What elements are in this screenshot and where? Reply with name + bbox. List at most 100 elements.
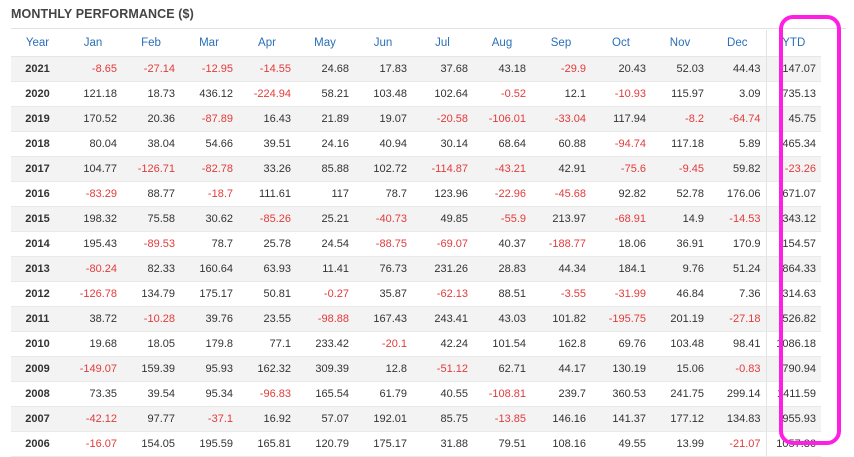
month-value-cell: -45.68 [531,181,591,207]
month-value-cell: 25.78 [238,231,296,257]
month-value-cell: 42.24 [412,331,473,357]
year-cell: 2012 [11,281,64,307]
table-row: 2014 195.43 -89.53 78.7 25.78 24.54 -88.75 -69.… [11,231,821,257]
month-value-cell: 68.64 [473,131,531,157]
month-value-cell: 59.82 [709,156,766,182]
month-value-cell: -88.75 [354,231,412,257]
month-value-cell: 49.85 [412,206,473,232]
month-value-cell: 50.81 [238,281,296,307]
month-value-cell: 98.41 [709,331,766,357]
column-header-apr: Apr [238,30,296,57]
year-cell: 2010 [11,331,64,357]
column-header-mar: Mar [180,30,238,57]
month-value-cell: 117.18 [651,131,709,157]
year-cell: 2008 [11,381,64,407]
month-value-cell: 14.9 [651,206,709,232]
month-value-cell: 159.39 [122,356,180,382]
month-value-cell: 78.7 [354,181,412,207]
month-value-cell: 60.88 [531,131,591,157]
month-value-cell: -224.94 [238,81,296,107]
year-cell: 2020 [11,81,64,107]
month-value-cell: -80.24 [64,256,122,282]
month-value-cell: 40.37 [473,231,531,257]
column-header-jan: Jan [64,30,122,57]
month-value-cell: -3.55 [531,281,591,307]
month-value-cell: -98.88 [296,306,354,332]
month-value-cell: -40.73 [354,206,412,232]
ytd-cell: 955.93 [765,406,821,432]
month-value-cell: 33.26 [238,156,296,182]
ytd-cell: 147.07 [765,56,821,82]
column-header-year: Year [11,30,64,57]
month-value-cell: 36.91 [651,231,709,257]
ytd-cell: 790.94 [765,356,821,382]
month-value-cell: 35.87 [354,281,412,307]
month-value-cell: 69.76 [591,331,651,357]
table-row: 2013 -80.24 82.33 160.64 63.93 11.41 76.73 231.… [11,256,821,282]
month-value-cell: 76.73 [354,256,412,282]
month-value-cell: -20.58 [412,106,473,132]
month-value-cell: 20.36 [122,106,180,132]
ytd-cell: 154.57 [765,231,821,257]
month-value-cell: 39.54 [122,381,180,407]
month-value-cell: 24.54 [296,231,354,257]
month-value-cell: 241.75 [651,381,709,407]
month-value-cell: -188.77 [531,231,591,257]
table-row: 2006 -16.07 154.05 195.59 165.81 120.79 175.17… [11,431,821,457]
year-cell: 2021 [11,56,64,82]
year-cell: 2016 [11,181,64,207]
month-value-cell: 184.1 [591,256,651,282]
month-value-cell: 176.06 [709,181,766,207]
month-value-cell: 165.54 [296,381,354,407]
month-value-cell: -149.07 [64,356,122,382]
ytd-cell: 526.82 [765,306,821,332]
month-value-cell: 12.8 [354,356,412,382]
month-value-cell: -94.74 [591,131,651,157]
month-value-cell: 101.54 [473,331,531,357]
month-value-cell: -126.78 [64,281,122,307]
month-value-cell: 39.51 [238,131,296,157]
month-value-cell: 44.43 [709,56,766,82]
table-row: 2018 80.04 38.04 54.66 39.51 24.16 40.94 30.14 6… [11,131,821,157]
month-value-cell: -68.91 [591,206,651,232]
month-value-cell: -106.01 [473,106,531,132]
month-value-cell: 198.32 [64,206,122,232]
month-value-cell: 82.33 [122,256,180,282]
month-value-cell: 38.04 [122,131,180,157]
month-value-cell: 13.99 [651,431,709,457]
month-value-cell: 24.16 [296,131,354,157]
month-value-cell: -55.9 [473,206,531,232]
month-value-cell: 170.52 [64,106,122,132]
month-value-cell: 88.51 [473,281,531,307]
month-value-cell: -96.83 [238,381,296,407]
month-value-cell: 61.79 [354,381,412,407]
year-cell: 2014 [11,231,64,257]
month-value-cell: -89.53 [122,231,180,257]
month-value-cell: 117 [296,181,354,207]
month-value-cell: 16.92 [238,406,296,432]
month-value-cell: -85.26 [238,206,296,232]
month-value-cell: 11.41 [296,256,354,282]
ytd-cell: 671.07 [765,181,821,207]
month-value-cell: 79.51 [473,431,531,457]
month-value-cell: 120.79 [296,431,354,457]
ytd-cell: 343.12 [765,206,821,232]
month-value-cell: 46.84 [651,281,709,307]
month-value-cell: 134.83 [709,406,766,432]
year-cell: 2009 [11,356,64,382]
month-value-cell: 43.03 [473,306,531,332]
column-header-ytd: YTD [765,30,821,57]
title-divider [11,28,846,29]
month-value-cell: 12.1 [531,81,591,107]
month-value-cell: 52.78 [651,181,709,207]
month-value-cell: 146.16 [531,406,591,432]
month-value-cell: 62.71 [473,356,531,382]
month-value-cell: 18.73 [122,81,180,107]
month-value-cell: -27.14 [122,56,180,82]
month-value-cell: -16.07 [64,431,122,457]
month-value-cell: -22.96 [473,181,531,207]
month-value-cell: 175.17 [354,431,412,457]
month-value-cell: 92.82 [591,181,651,207]
month-value-cell: 19.68 [64,331,122,357]
table-body: 2021 -8.65 -27.14 -12.95 -14.55 24.68 17.83 37.… [11,56,821,457]
